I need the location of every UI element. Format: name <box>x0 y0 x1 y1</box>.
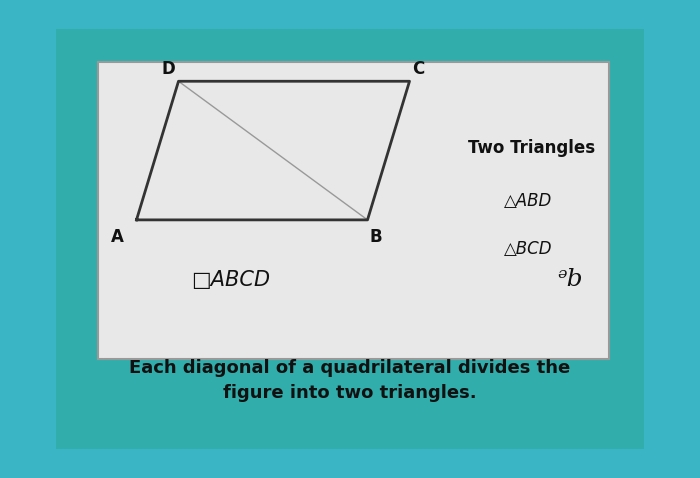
Text: □ABCD: □ABCD <box>191 270 271 290</box>
Text: △BCD: △BCD <box>504 239 553 258</box>
Text: △ABD: △ABD <box>505 192 552 210</box>
Text: A: A <box>111 228 124 246</box>
Text: Each diagonal of a quadrilateral divides the
figure into two triangles.: Each diagonal of a quadrilateral divides… <box>130 358 570 402</box>
Text: Two Triangles: Two Triangles <box>468 139 596 157</box>
FancyBboxPatch shape <box>56 29 644 449</box>
Text: B: B <box>370 228 382 246</box>
Text: ᵊb: ᵊb <box>558 268 583 291</box>
Text: C: C <box>412 60 424 78</box>
Text: D: D <box>161 60 175 78</box>
FancyBboxPatch shape <box>98 62 609 358</box>
